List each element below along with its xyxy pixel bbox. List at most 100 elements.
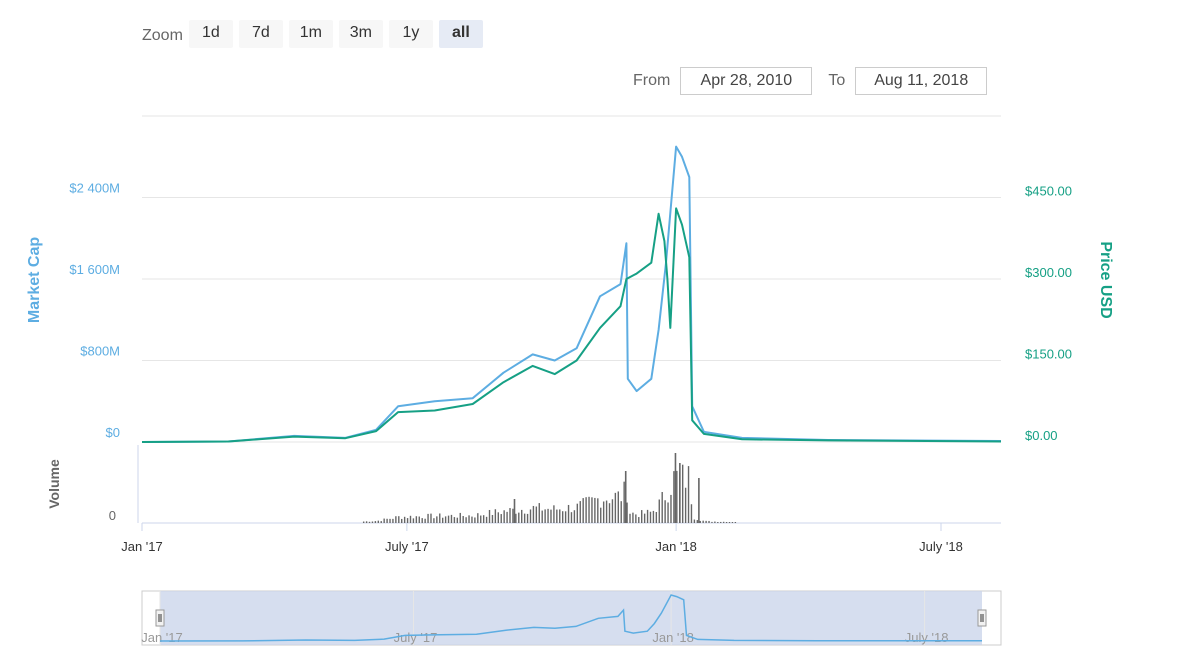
volume-bar [673,471,675,523]
volume-bar [403,516,406,523]
volume-bar [690,504,693,523]
navigator-selection [160,591,982,645]
volume-bar [462,516,464,523]
zoom-all-button[interactable]: all [438,20,483,48]
volume-bar [693,519,696,523]
volume-bar [418,516,420,523]
volume-bar [714,521,716,523]
volume-bar [681,464,684,523]
volume-bar [529,509,532,523]
volume-bar [553,505,555,523]
volume-bar [526,513,529,523]
zoom-1d-button[interactable]: 1d [188,20,233,48]
navigator-tick-label: July '17 [394,630,438,645]
volume-bar [561,511,564,523]
volume-bar [365,521,368,523]
volume-bar [427,513,429,523]
volume-bar [398,516,400,523]
volume-axis-label: Volume [46,459,62,509]
volume-bar [468,515,470,523]
navigator-tick-label: Jan '17 [141,630,183,645]
volume-bar [588,496,590,523]
volume-bar [661,491,663,523]
volume-bar [415,516,418,523]
volume-bar [392,518,394,523]
volume-bar [702,520,704,523]
market-cap-tick-label: $2 400M [69,181,120,196]
volume-bar [512,508,514,523]
volume-bar [649,511,652,523]
volume-bar [698,478,700,523]
volume-bar [503,510,505,523]
volume-bar [374,521,377,523]
x-tick-label: July '18 [919,539,963,554]
volume-bar [456,517,459,523]
volume-bar [708,520,710,523]
grid [137,115,1001,531]
volume-bar [602,501,605,523]
volume-bar [477,513,479,523]
volume-bar [664,500,666,523]
volume-bar [424,518,426,523]
price-line [141,207,1002,443]
volume-bar [541,510,543,523]
volume-bar [532,505,535,523]
volume-bar [641,510,643,523]
volume-bar [638,517,640,523]
volume-bar [658,499,660,523]
volume-bar [482,515,485,523]
volume-bar [497,512,499,523]
volume-bar [720,521,722,523]
volume-bar [430,513,432,523]
date-range: From To [633,67,988,95]
volume-bar [611,499,614,523]
volume-bar [409,515,412,523]
volume-bar [362,521,365,523]
volume-bar [459,512,461,523]
volume-bar [485,516,488,523]
zoom-1y-button[interactable]: 1y [388,20,433,48]
volume-bar [576,503,579,523]
volume-bar [722,521,725,523]
market-cap-line [141,145,1002,443]
price-axis-label: Price USD [1097,241,1114,318]
volume-bar [395,516,397,523]
volume-bar [734,522,737,523]
zoom-7d-button[interactable]: 7d [238,20,283,48]
volume-bar [679,463,681,523]
volume-bar [670,494,672,523]
zoom-3m-button[interactable]: 3m [338,20,383,48]
price-tick-label: $450.00 [1025,184,1072,199]
volume-bar [605,500,608,523]
volume-bar [623,481,625,523]
volume-bar [674,453,677,523]
market-cap-axis-label: Market Cap [26,237,43,323]
volume-bar [535,506,538,523]
volume-bar [632,512,634,523]
volume-bar [617,491,619,523]
navigator-handle-left[interactable] [155,609,165,627]
volume-bar [474,517,476,523]
volume-bar [652,510,655,523]
navigator-handle-right[interactable] [977,609,987,627]
volume-bar [655,511,658,523]
volume-bar [646,509,649,523]
volume-bar [389,518,391,523]
volume-bar [509,508,511,523]
navigator-series [159,594,983,642]
navigator[interactable]: Jan '17 July '17 Jan '18 July '18 [141,590,1002,646]
volume-bar [386,518,388,523]
volume-bar [717,522,719,523]
to-date-input[interactable] [855,67,988,95]
volume-bar [436,516,438,523]
market-cap-tick-label: $0 [106,425,120,440]
zoom-1m-button[interactable]: 1m [288,20,333,48]
from-date-input[interactable] [680,67,813,95]
volume-bar [401,518,403,523]
volume-bar [544,509,546,523]
x-tick-label: Jan '17 [121,539,163,554]
volume-bar [579,501,581,523]
volume-bar [513,499,516,523]
volume-bar [600,507,602,523]
volume-zero-tick: 0 [109,508,116,523]
